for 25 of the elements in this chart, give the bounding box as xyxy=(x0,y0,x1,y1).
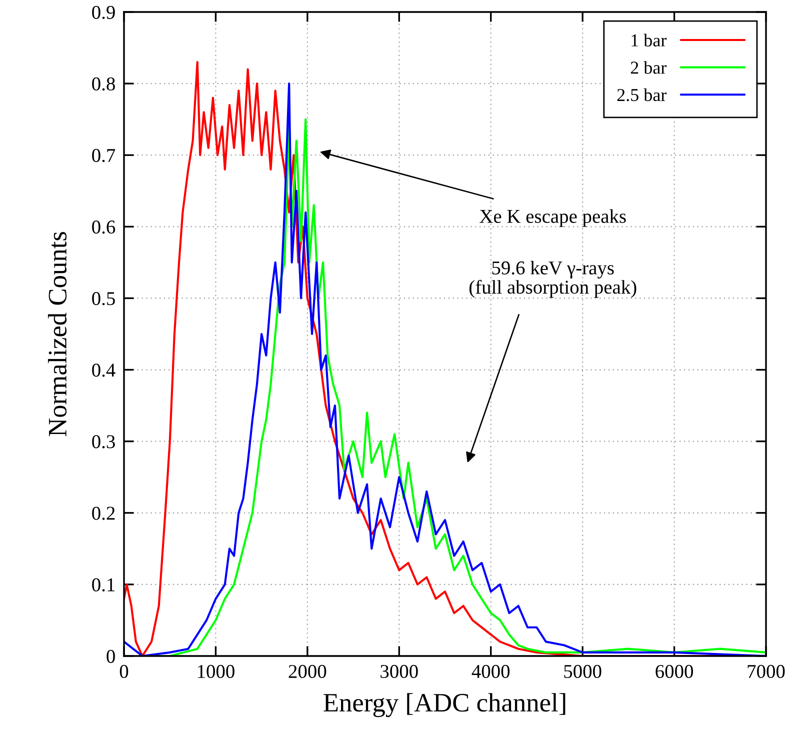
x-tick-label: 5000 xyxy=(564,664,602,678)
y-tick-label: 0.3 xyxy=(92,435,115,448)
y-tick-label: 0.4 xyxy=(92,364,116,377)
x-tick-label: 2000 xyxy=(288,664,326,678)
y-tick-label: 0.2 xyxy=(92,506,115,520)
legend-label: 2.5 bar xyxy=(617,88,667,102)
y-tick-label: 0.8 xyxy=(92,77,115,91)
y-tick-label: 0.9 xyxy=(92,6,115,20)
y-tick-label: 0.6 xyxy=(92,220,116,234)
y-axis-title: Normalized Counts xyxy=(48,232,67,436)
x-axis-title: Energy [ADC channel] xyxy=(324,693,566,718)
y-tick-label: 0 xyxy=(106,650,115,663)
legend-label: 1 bar xyxy=(632,34,667,46)
x-tick-label: 0 xyxy=(120,664,128,678)
annotation: Xe K escape peaks xyxy=(480,209,626,227)
x-tick-label: 4000 xyxy=(472,664,510,678)
y-tick-label: 0.5 xyxy=(92,292,115,306)
y-tick-label: 0.7 xyxy=(92,148,116,162)
y-tick-label: 0.1 xyxy=(92,578,114,592)
x-tick-label: 6000 xyxy=(656,664,693,678)
legend-label: 2 bar xyxy=(630,61,667,74)
x-tick-label: 1000 xyxy=(198,664,234,678)
x-tick-label: 7000 xyxy=(748,664,785,678)
annotation: 59.6 keV γ-rays (full absorption peak) xyxy=(469,260,636,298)
x-tick-label: 3000 xyxy=(380,664,418,678)
